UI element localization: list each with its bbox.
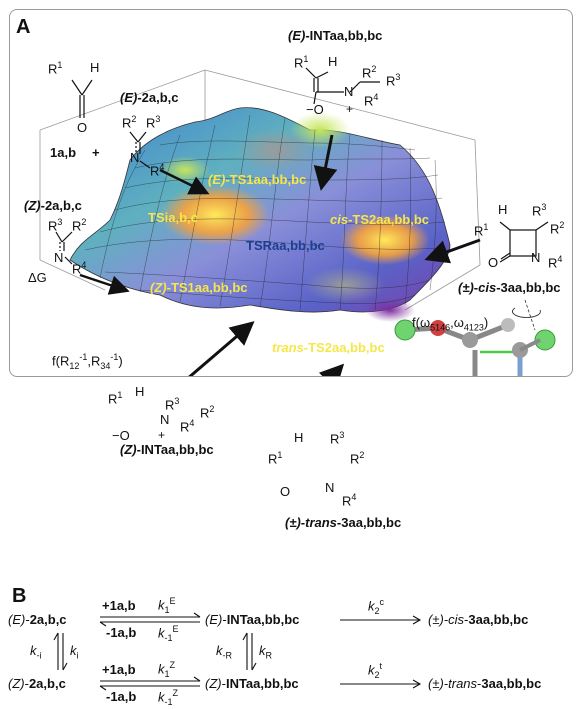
cis-r4: R4 <box>548 254 563 271</box>
e-int-r2: R2 <box>362 64 377 81</box>
panel-letter-a: A <box>16 16 31 38</box>
z-imine-label: (Z)-2a,b,c <box>24 198 82 213</box>
scheme-kr: kR <box>259 643 272 661</box>
scheme-k2c: k2c <box>368 597 385 616</box>
e-int-r4: R4 <box>364 92 379 109</box>
trans-o: O <box>280 484 291 499</box>
energy-surface-diagram <box>39 67 556 376</box>
z-int-h: H <box>135 384 145 399</box>
plot-box <box>39 69 481 311</box>
e-int-o: −O <box>306 102 324 117</box>
scheme-cis-product: (±)-cis-3aa,bb,bc <box>428 612 529 627</box>
scheme-z-int: (Z)-INTaa,bb,bc <box>205 676 299 691</box>
trans-n: N <box>325 480 335 495</box>
z-int-o: −O <box>112 428 130 443</box>
aldehyde-label: 1a,b <box>50 145 77 160</box>
z-int-r2: R2 <box>200 404 215 421</box>
scheme-k1e: k1E <box>158 596 176 615</box>
z-int-r4: R4 <box>180 418 195 435</box>
grey-valley-patch <box>235 128 315 172</box>
cis-h: H <box>498 202 508 217</box>
e-imine-structure <box>129 131 151 169</box>
grey-front-patch <box>305 267 385 303</box>
e-imine-r3: R3 <box>146 114 161 131</box>
aldehyde-structure <box>71 79 93 118</box>
aldehyde-o: O <box>77 120 88 135</box>
z-imine-r3: R3 <box>48 217 63 234</box>
trans-r2: R2 <box>350 450 365 467</box>
cis-r2: R2 <box>550 220 565 237</box>
e-int-label: (E)-INTaa,bb,bc <box>288 28 383 43</box>
z-int-r1: R1 <box>108 390 123 407</box>
tsi-peak-patch <box>160 185 270 245</box>
z-ts1-label: (Z)-TS1aa,bb,bc <box>150 280 248 295</box>
trans-r4: R4 <box>342 492 357 509</box>
e-int-r3: R3 <box>386 72 401 89</box>
scheme-minus-1ab-z: -1a,b <box>106 689 137 704</box>
panel-letter-b: B <box>12 585 27 607</box>
trans-ts2-label: trans-TS2aa,bb,bc <box>272 340 385 355</box>
e-int-plus: + <box>346 102 354 116</box>
scheme-kmr: k-R <box>216 643 232 661</box>
scheme-e-imine: (E)-2a,b,c <box>8 612 67 627</box>
cis-r3: R3 <box>532 202 547 219</box>
cis-product-label: (±)-cis-3aa,bb,bc <box>458 280 561 295</box>
cis-n: N <box>531 250 541 265</box>
scheme-kmi: k-i <box>30 643 42 661</box>
scheme-e-int: (E)-INTaa,bb,bc <box>205 612 300 627</box>
delta-g-axis-label: ΔG <box>28 270 47 285</box>
tsr-label: TSRaa,bb,bc <box>246 238 325 253</box>
tsi-label: TSia,b,c <box>148 210 198 225</box>
z-int-n: N <box>160 412 170 427</box>
scheme-plus-1ab-e: +1a,b <box>102 598 136 613</box>
trans-product-label: (±)-trans-3aa,bb,bc <box>285 515 402 530</box>
plus-sign: + <box>92 145 100 160</box>
y-axis-label: f(ω5146,ω4123) <box>412 315 489 333</box>
e-imine-r4: R4 <box>150 162 165 179</box>
e-int-r1: R1 <box>294 54 309 71</box>
scheme-km1e: k-1E <box>158 624 179 643</box>
cis-r1: R1 <box>474 222 489 239</box>
scheme-plus-1ab-z: +1a,b <box>102 662 136 677</box>
z-imine-structure <box>55 231 73 265</box>
trans-well-patch <box>365 298 415 322</box>
aldehyde-h: H <box>90 60 100 75</box>
e-imine-r2: R2 <box>122 114 137 131</box>
z-int-label: (Z)-INTaa,bb,bc <box>120 442 214 457</box>
z-imine-n: N <box>54 250 64 265</box>
e-int-h: H <box>328 54 338 69</box>
scheme-trans-product: (±)-trans-3aa,bb,bc <box>428 676 542 691</box>
e-int-structure <box>305 67 380 105</box>
x-axis-label: f(R12-1,R34-1) <box>52 352 123 371</box>
panel-a: A <box>9 9 573 377</box>
surface-mesh <box>84 114 446 311</box>
scheme-minus-1ab-e: -1a,b <box>106 625 137 640</box>
scheme-ki: ki <box>70 643 79 661</box>
e-imine-n: N <box>130 150 140 165</box>
ball-and-stick-model <box>394 299 556 376</box>
trans-r1: R1 <box>268 450 283 467</box>
z-int-r3: R3 <box>165 396 180 413</box>
cis-o: O <box>488 255 499 270</box>
scheme-km1z: k-1Z <box>158 688 179 707</box>
scheme-k2t: k2t <box>368 661 383 680</box>
cis-beta-lactam-structure <box>499 221 549 263</box>
z-imine-r2: R2 <box>72 217 87 234</box>
aldehyde-r1: R1 <box>48 60 63 77</box>
cis-ts2-label: cis-TS2aa,bb,bc <box>330 212 429 227</box>
trans-r3: R3 <box>330 430 345 447</box>
e-imine-label: (E)-2a,b,c <box>120 90 179 105</box>
z-int-plus: + <box>158 428 166 442</box>
z-imine-r4: R4 <box>72 260 87 277</box>
cis-ts2-peak-patch <box>340 215 430 265</box>
e-ts1-label: (E)-TS1aa,bb,bc <box>208 172 307 187</box>
e-int-n: N <box>344 84 354 99</box>
scheme-z-imine: (Z)-2a,b,c <box>8 676 66 691</box>
pointer-arrows <box>79 134 481 376</box>
trans-h: H <box>294 430 304 445</box>
scheme-k1z: k1Z <box>158 660 176 679</box>
